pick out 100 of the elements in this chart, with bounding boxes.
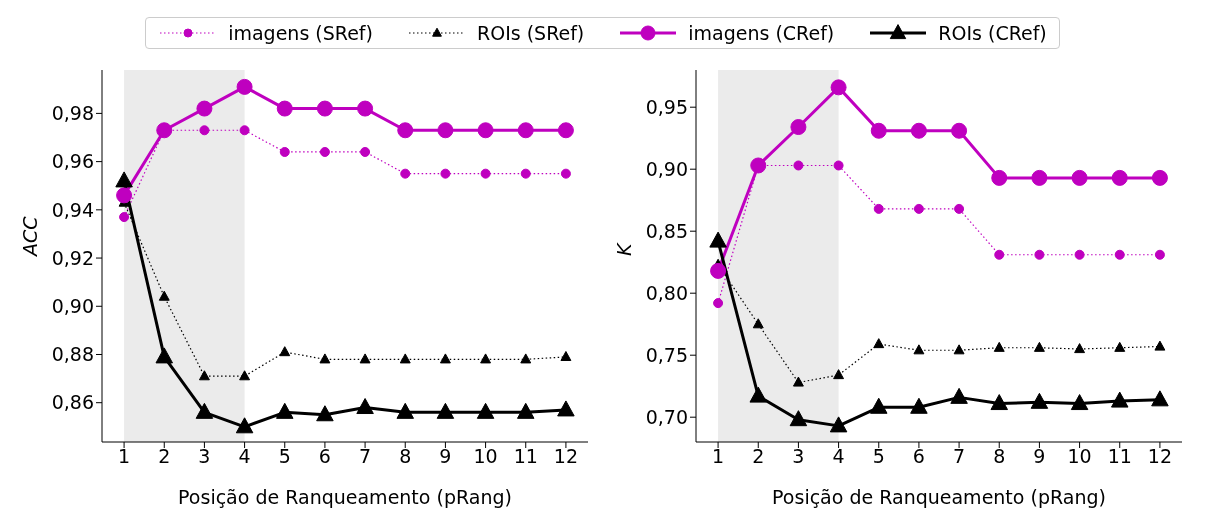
point [1034,249,1045,260]
point [158,290,170,301]
point [155,347,174,364]
x-tick-label: 2 [752,445,765,468]
point [557,122,574,139]
point [873,338,885,349]
y-axis-title: K [612,242,635,256]
x-tick-label: 5 [872,445,885,468]
point [356,398,374,415]
x-tick-label: 12 [553,445,578,468]
point [436,402,455,419]
point [1151,169,1168,186]
y-tick-label: 0,94 [51,198,94,221]
point [119,212,130,223]
point [1070,394,1089,411]
point [359,353,371,364]
point [910,122,927,139]
y-tick-label: 0,95 [645,95,688,118]
point [439,353,451,364]
point [116,187,133,204]
point [115,171,133,188]
point [993,341,1005,352]
point [1110,391,1129,408]
point [319,146,330,157]
x-axis-title: Posição de Ranqueamento (pRang) [178,486,512,508]
point [752,318,764,329]
point [951,122,968,139]
point [990,394,1008,411]
y-tick-label: 0,96 [51,150,94,173]
x-tick-label: 12 [1147,445,1172,468]
x-tick-label: 1 [712,445,725,468]
point [829,416,848,433]
point [239,370,251,381]
point [954,203,965,214]
x-tick-label: 10 [1067,445,1092,468]
y-axis-title: ACC [18,215,41,258]
point [319,353,331,364]
point [239,125,250,136]
point [400,168,411,179]
point [195,402,214,419]
y-tick-label: 0,86 [51,391,94,414]
point [991,169,1008,186]
point [1071,169,1088,186]
x-tick-label: 3 [792,445,805,468]
x-tick-label: 9 [439,445,452,468]
point [873,203,884,214]
x-tick-label: 4 [832,445,845,468]
x-tick-label: 8 [993,445,1006,468]
y-tick-label: 0,90 [51,295,94,318]
x-axis-title: Posição de Ranqueamento (pRang) [772,486,1106,508]
point [397,122,414,139]
point [199,125,210,136]
point [236,78,253,95]
point [749,386,768,403]
point [713,298,724,309]
y-tick-label: 0,80 [645,281,688,304]
point [1031,169,1048,186]
legend-label: ROIs (SRef) [476,22,585,44]
point [1074,249,1085,260]
point [910,397,928,414]
x-tick-label: 5 [278,445,291,468]
y-tick-label: 0,85 [645,219,688,242]
point [953,344,965,355]
x-tick-label: 9 [1033,445,1046,468]
point [913,203,924,214]
point [1033,341,1045,352]
point [396,402,414,419]
point [710,262,727,279]
point [560,351,572,361]
point [480,168,491,179]
y-tick-label: 0,92 [51,246,94,269]
x-tick-label: 3 [198,445,211,468]
y-tick-label: 0,90 [645,157,688,180]
point [1074,343,1086,354]
x-tick-label: 11 [1107,445,1132,468]
point [870,397,888,414]
point [1114,249,1125,260]
x-tick-label: 1 [118,445,131,468]
legend-label: imagens (SRef) [228,22,373,44]
point [276,100,293,117]
point [357,100,374,117]
y-tick-label: 0,75 [645,343,688,366]
x-tick-label: 7 [359,445,372,468]
point [477,122,494,139]
x-tick-label: 6 [912,445,925,468]
x-tick-label: 4 [238,445,251,468]
x-tick-label: 7 [953,445,966,468]
point [1030,392,1049,409]
x-tick-label: 2 [158,445,171,468]
point [830,79,847,96]
point [480,353,492,364]
point [994,249,1005,260]
point [279,146,290,157]
point [399,353,411,364]
point [557,400,575,417]
point [196,100,213,117]
point [833,160,844,171]
point [316,100,333,117]
point [870,122,887,139]
y-tick-label: 0,70 [645,405,688,428]
